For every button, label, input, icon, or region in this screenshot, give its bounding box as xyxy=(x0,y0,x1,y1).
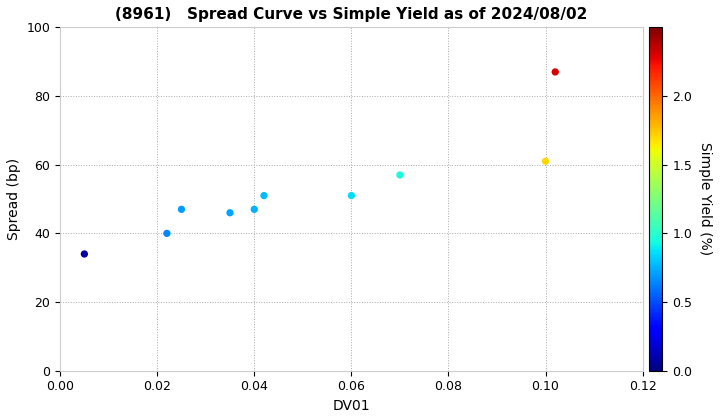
Title: (8961)   Spread Curve vs Simple Yield as of 2024/08/02: (8961) Spread Curve vs Simple Yield as o… xyxy=(115,7,588,22)
Point xyxy=(176,206,187,213)
Point xyxy=(224,210,235,216)
Y-axis label: Simple Yield (%): Simple Yield (%) xyxy=(698,142,711,256)
Point xyxy=(549,68,561,75)
Point xyxy=(161,230,173,237)
X-axis label: DV01: DV01 xyxy=(333,399,370,413)
Point xyxy=(346,192,357,199)
Point xyxy=(394,172,405,178)
Y-axis label: Spread (bp): Spread (bp) xyxy=(7,158,21,240)
Point xyxy=(540,158,552,165)
Point xyxy=(248,206,260,213)
Point xyxy=(78,251,90,257)
Point xyxy=(258,192,270,199)
